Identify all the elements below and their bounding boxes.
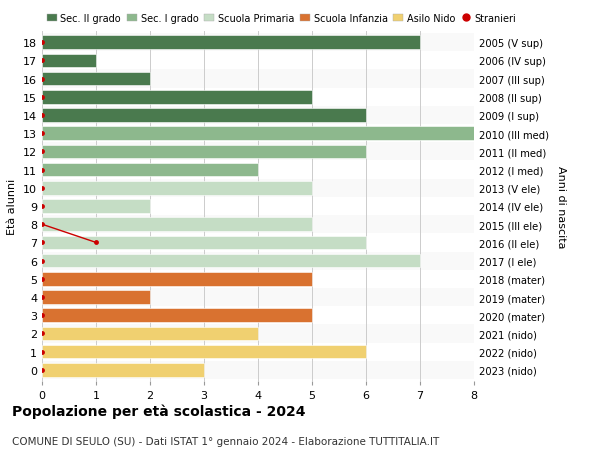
Y-axis label: Anni di nascita: Anni di nascita [556,165,566,248]
Bar [42,234,474,252]
Bar [42,270,474,288]
Bar [42,89,474,106]
Bar [42,106,474,125]
Bar [42,343,474,361]
Bar [42,36,420,50]
Y-axis label: Età alunni: Età alunni [7,179,17,235]
Bar [42,291,150,304]
Bar [42,52,474,70]
Bar [42,143,474,161]
Bar [42,54,96,68]
Legend: Sec. II grado, Sec. I grado, Scuola Primaria, Scuola Infanzia, Asilo Nido, Stran: Sec. II grado, Sec. I grado, Scuola Prim… [47,14,517,24]
Bar [42,236,366,250]
Bar [42,252,474,270]
Bar [42,345,366,359]
Bar [42,309,312,322]
Bar [42,197,474,216]
Bar [42,361,474,379]
Bar [42,288,474,307]
Bar [42,216,474,234]
Bar [42,325,474,343]
Bar [42,218,312,231]
Bar [42,91,312,104]
Bar [42,109,366,123]
Bar [42,125,474,143]
Bar [42,163,258,177]
Bar [42,363,204,377]
Bar [42,327,258,341]
Bar [42,145,366,159]
Bar [42,161,474,179]
Bar [42,182,312,195]
Text: COMUNE DI SEULO (SU) - Dati ISTAT 1° gennaio 2024 - Elaborazione TUTTITALIA.IT: COMUNE DI SEULO (SU) - Dati ISTAT 1° gen… [12,436,439,446]
Bar [42,73,150,86]
Bar [42,34,474,52]
Bar [42,179,474,197]
Bar [42,307,474,325]
Bar [42,200,150,213]
Bar [42,254,420,268]
Text: Popolazione per età scolastica - 2024: Popolazione per età scolastica - 2024 [12,404,305,419]
Bar [42,70,474,89]
Bar [42,127,474,141]
Bar [42,272,312,286]
